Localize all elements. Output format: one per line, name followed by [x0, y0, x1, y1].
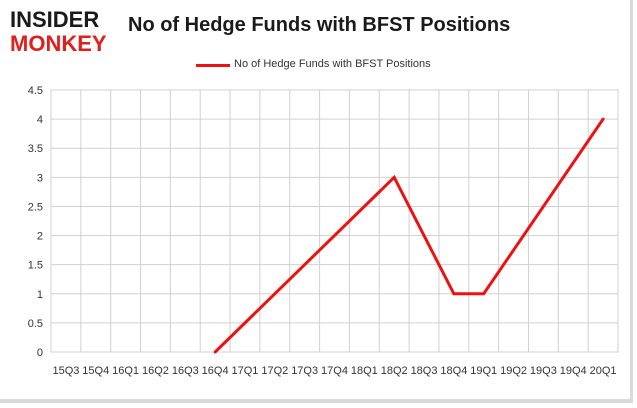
legend-label: No of Hedge Funds with BFST Positions [234, 58, 431, 70]
legend-swatch [196, 64, 230, 67]
logo-line-1: INSIDER [10, 7, 100, 32]
x-tick-label: 19Q4 [560, 365, 587, 377]
y-tick-label: 0 [37, 347, 43, 359]
y-tick-label: 1 [37, 289, 43, 301]
y-tick-label: 4 [37, 114, 43, 126]
x-tick-label: 18Q2 [381, 365, 408, 377]
data-point [213, 350, 217, 354]
data-point [452, 292, 456, 296]
y-tick-label: 2 [37, 231, 43, 243]
x-tick-label: 16Q4 [202, 365, 229, 377]
x-tick-label: 18Q1 [351, 365, 378, 377]
x-tick-label: 19Q1 [470, 365, 497, 377]
x-tick-label: 20Q1 [590, 365, 617, 377]
x-tick-label: 17Q2 [261, 365, 288, 377]
y-tick-label: 0.5 [28, 318, 43, 330]
x-tick-label: 16Q1 [112, 365, 139, 377]
x-tick-label: 16Q3 [172, 365, 199, 377]
x-tick-label: 17Q1 [232, 365, 259, 377]
y-tick-label: 2.5 [28, 201, 43, 213]
data-point [392, 175, 396, 179]
y-tick-label: 3 [37, 172, 43, 184]
y-tick-label: 3.5 [28, 143, 43, 155]
y-tick-label: 1.5 [28, 260, 43, 272]
x-tick-label: 19Q3 [530, 365, 557, 377]
chart-title: No of Hedge Funds with BFST Positions [128, 14, 511, 36]
x-tick-label: 17Q4 [321, 365, 348, 377]
x-tick-label: 18Q3 [411, 365, 438, 377]
x-tick-label: 19Q2 [500, 365, 527, 377]
x-tick-label: 16Q2 [142, 365, 169, 377]
x-tick-label: 15Q4 [82, 365, 109, 377]
x-tick-label: 18Q4 [440, 365, 467, 377]
x-tick-label: 15Q3 [52, 365, 79, 377]
x-tick-label: 17Q3 [291, 365, 318, 377]
data-point [482, 292, 486, 296]
y-tick-label: 4.5 [28, 85, 43, 97]
data-point [601, 117, 605, 121]
insider-monkey-logo: INSIDER MONKEY [8, 7, 120, 57]
logo-line-2: MONKEY [10, 31, 107, 56]
